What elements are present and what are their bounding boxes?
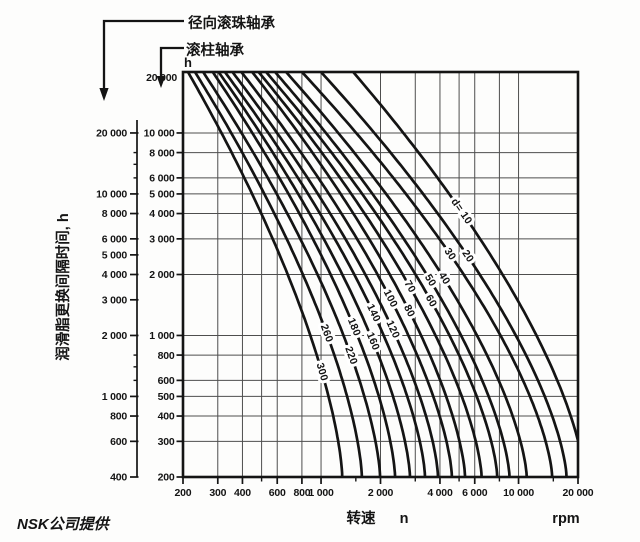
interval-curve-d50 <box>273 72 511 477</box>
interval-curve-d180 <box>211 72 397 477</box>
roller-scale-label: 4 000 <box>149 208 175 220</box>
interval-curve-d140 <box>223 72 427 477</box>
ball-bearing-annotation: 径向滚珠轴承 <box>188 14 275 32</box>
x-axis-label: 20 000 <box>563 487 594 499</box>
interval-curve-d100 <box>240 72 454 477</box>
interval-curve-d160 <box>217 72 412 477</box>
curve-label-d220: 220 <box>342 345 360 366</box>
curve-label-d100: 100 <box>381 288 400 310</box>
roller-scale-top-value: 20 000 <box>146 72 177 84</box>
x-axis-label: 1 000 <box>308 487 334 499</box>
x-axis-variable: n <box>400 511 409 527</box>
roller-bearing-arrow-icon <box>156 76 166 88</box>
roller-scale-label: 300 <box>158 436 175 448</box>
ball-bearing-leader-line <box>102 19 184 89</box>
axis-layer: 20 000 10 000 8 000 6 000 5 000 4 000 3 000 2 0… <box>96 70 594 499</box>
x-axis-title: 转速 <box>347 509 376 527</box>
curve-label-d20: 20 <box>459 248 476 265</box>
interval-curve-d300 <box>186 72 344 477</box>
roller-bearing-annotation: 滚柱轴承 <box>186 41 244 59</box>
roller-scale-label: 600 <box>158 375 175 387</box>
curve-label-d40: 40 <box>436 270 453 287</box>
curve-label-d60: 60 <box>423 293 439 310</box>
curve-label-d10: d= 10 <box>448 196 474 226</box>
x-axis-label: 2 000 <box>368 487 394 499</box>
x-axis-unit: rpm <box>552 511 579 527</box>
ball-scale-label: 10 000 <box>96 189 127 201</box>
roller-scale-label: 200 <box>158 472 175 484</box>
interval-curve-d80 <box>250 72 467 477</box>
x-axis-label: 600 <box>269 487 286 499</box>
x-axis-label: 6 000 <box>462 487 488 499</box>
hours-unit-label: h <box>184 55 192 70</box>
interval-curve-d70 <box>257 72 483 477</box>
interval-curve-d260 <box>193 72 364 477</box>
curve-label-d300: 300 <box>314 361 331 382</box>
roller-bearing-leader-line <box>159 46 184 76</box>
curve-label-d260: 260 <box>318 323 336 344</box>
curve-label-d80: 80 <box>401 303 417 319</box>
curve-label-d120: 120 <box>384 319 403 341</box>
x-axis-label: 300 <box>209 487 226 499</box>
roller-scale-label: 400 <box>158 411 175 423</box>
ball-scale-label: 2 000 <box>102 330 128 342</box>
ball-scale-label: 3 000 <box>102 295 128 307</box>
ball-bearing-arrow-icon <box>99 88 109 101</box>
interval-curve-d60 <box>264 72 499 477</box>
ball-scale-label: 20 000 <box>96 128 127 140</box>
curve-label-d180: 180 <box>345 316 363 338</box>
ball-scale-label: 4 000 <box>102 269 128 281</box>
curve-label-d160: 160 <box>364 331 382 353</box>
ball-scale-label: 6 000 <box>102 234 128 246</box>
curve-label-d50: 50 <box>422 272 439 289</box>
interval-curve-d30 <box>300 72 554 477</box>
interval-curve-d120 <box>231 72 440 477</box>
roller-scale-label: 3 000 <box>149 234 175 246</box>
credit-text: NSK公司提供 <box>17 516 111 533</box>
x-axis-label: 400 <box>234 487 251 499</box>
roller-scale-label: 2 000 <box>149 269 175 281</box>
interval-curve-d10 <box>351 72 578 447</box>
x-axis-label: 200 <box>175 487 192 499</box>
interval-curve-d20 <box>319 72 568 477</box>
roller-scale-label: 6 000 <box>149 173 175 185</box>
ball-scale-label: 400 <box>110 472 127 484</box>
roller-scale-label: 500 <box>158 391 175 403</box>
roller-scale-label: 8 000 <box>149 147 175 159</box>
x-axis-label: 10 000 <box>503 487 534 499</box>
y-axis-title: 润滑脂更换间隔时间, h <box>54 213 72 360</box>
x-axis-label: 800 <box>293 487 310 499</box>
ball-scale-label: 1 000 <box>102 391 128 403</box>
ball-scale-label: 5 000 <box>102 250 128 262</box>
x-axis-label: 4 000 <box>427 487 453 499</box>
interval-curve-d40 <box>284 72 529 477</box>
curve-layer <box>186 72 578 477</box>
ball-scale-label: 600 <box>110 436 127 448</box>
curve-label-d30: 30 <box>442 246 459 263</box>
roller-scale-label: 10 000 <box>144 128 175 140</box>
roller-scale-label: 1 000 <box>149 330 175 342</box>
interval-curve-d220 <box>201 72 382 477</box>
roller-scale-label: 800 <box>158 350 175 362</box>
curve-label-d70: 70 <box>402 278 418 295</box>
ball-scale-label: 8 000 <box>102 208 128 220</box>
ball-scale-label: 800 <box>110 411 127 423</box>
roller-scale-label: 5 000 <box>149 189 175 201</box>
